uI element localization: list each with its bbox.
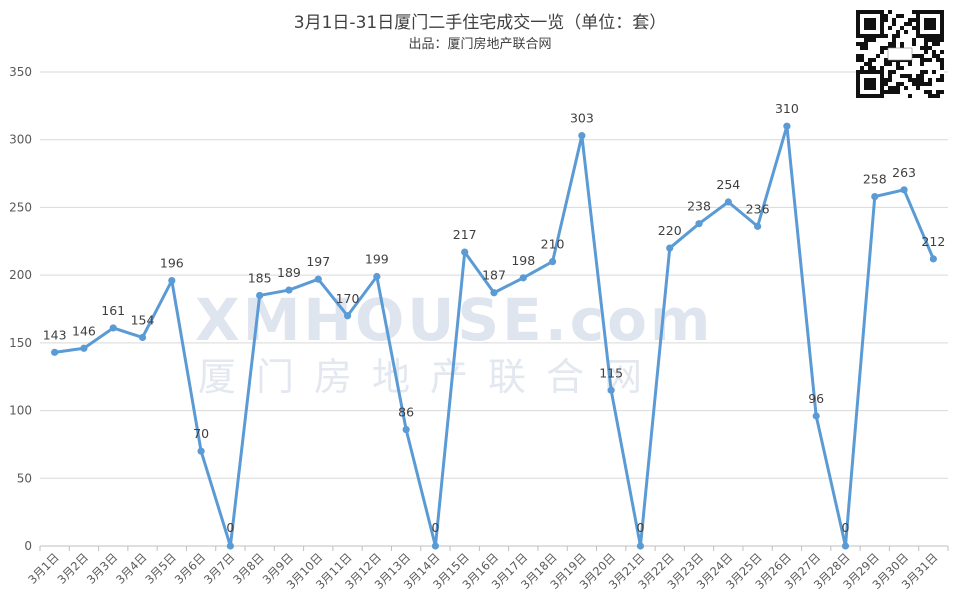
data-label: 220 <box>658 223 682 238</box>
data-label: 198 <box>511 253 535 268</box>
y-tick-label: 200 <box>9 268 32 282</box>
data-label: 217 <box>453 227 477 242</box>
data-point <box>607 386 615 394</box>
data-point <box>871 192 879 201</box>
data-point <box>812 412 820 420</box>
data-label: 187 <box>482 268 506 283</box>
data-label: 143 <box>43 327 67 342</box>
data-label: 197 <box>306 254 330 269</box>
data-point <box>724 198 732 206</box>
data-label: 263 <box>892 165 916 180</box>
y-tick-label: 100 <box>9 404 32 418</box>
data-label: 70 <box>193 426 209 441</box>
data-label: 146 <box>72 323 96 338</box>
data-point <box>109 324 117 332</box>
data-point <box>695 220 703 228</box>
data-point <box>80 344 88 352</box>
data-point <box>754 222 762 230</box>
data-label: 236 <box>746 201 770 216</box>
data-label: 161 <box>101 303 125 318</box>
data-label: 170 <box>336 291 360 306</box>
data-label: 115 <box>599 365 623 380</box>
data-point <box>841 542 850 550</box>
data-label: 154 <box>131 312 155 327</box>
data-point <box>168 276 176 285</box>
data-point <box>314 275 322 283</box>
data-point <box>666 244 674 252</box>
data-point <box>519 274 527 282</box>
data-point <box>929 255 937 263</box>
data-label: 189 <box>277 265 301 280</box>
data-label: 303 <box>570 111 594 126</box>
data-label: 0 <box>226 520 234 535</box>
watermark-cjk: 厦门房地产联合网 <box>198 355 662 399</box>
data-label: 0 <box>431 520 439 535</box>
y-tick-label: 50 <box>17 471 32 485</box>
data-label: 254 <box>716 177 740 192</box>
data-point <box>285 286 293 294</box>
data-point <box>431 542 440 550</box>
data-label: 196 <box>160 256 184 271</box>
y-tick-label: 0 <box>24 539 32 553</box>
y-tick-label: 350 <box>9 65 32 79</box>
data-point <box>900 186 908 194</box>
data-label: 0 <box>636 520 644 535</box>
data-point <box>256 291 264 300</box>
data-label: 96 <box>808 391 824 406</box>
data-label: 238 <box>687 199 711 214</box>
data-point <box>783 122 791 130</box>
chart-title: 3月1日-31日厦门二手住宅成交一览（单位：套） <box>294 13 666 33</box>
y-tick-label: 300 <box>9 133 32 147</box>
y-tick-label: 250 <box>9 200 32 214</box>
data-label: 199 <box>365 251 389 266</box>
data-point <box>461 248 469 256</box>
data-label: 210 <box>541 237 565 252</box>
data-point <box>197 447 205 455</box>
data-point <box>343 312 352 320</box>
data-point <box>548 258 557 266</box>
data-point <box>402 425 410 434</box>
data-point <box>51 348 59 356</box>
data-point <box>578 132 586 140</box>
data-label: 258 <box>863 172 887 187</box>
data-point <box>138 333 147 342</box>
data-point <box>373 272 381 281</box>
data-label: 185 <box>248 270 272 285</box>
qr-code-icon <box>856 10 944 98</box>
data-label: 0 <box>842 520 850 535</box>
y-tick-label: 150 <box>9 336 32 350</box>
data-label: 212 <box>921 234 945 249</box>
data-point <box>490 289 498 297</box>
data-label: 310 <box>775 101 799 116</box>
data-point <box>636 542 645 550</box>
data-point <box>226 542 234 550</box>
data-label: 86 <box>398 405 414 420</box>
chart-subtitle: 出品：厦门房地产联合网 <box>408 36 551 52</box>
